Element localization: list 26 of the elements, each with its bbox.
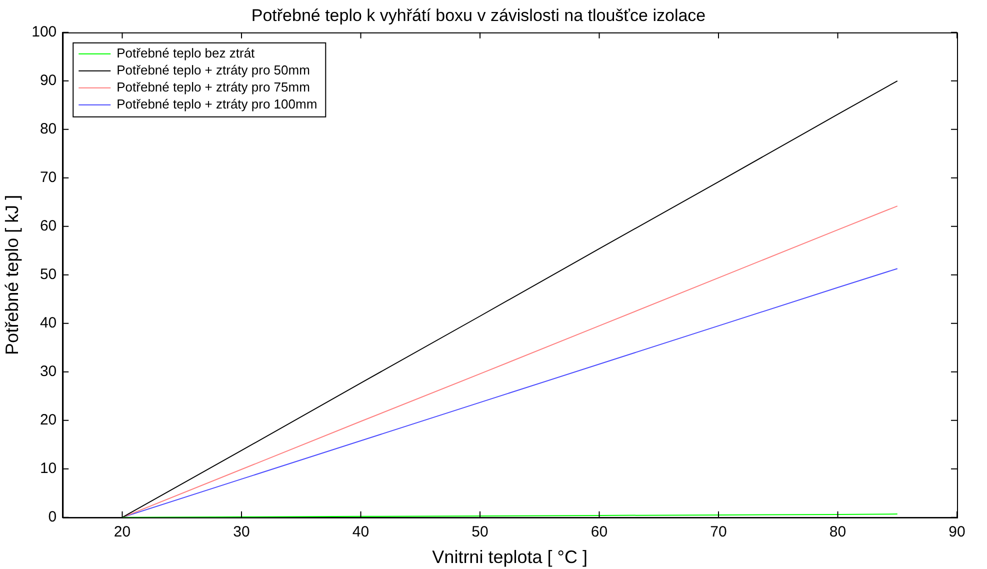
y-tick-label: 50	[40, 266, 57, 284]
y-tick-label: 60	[40, 218, 57, 235]
x-tick-label: 20	[114, 524, 131, 541]
legend-label: Potřebné teplo bez ztrát	[116, 45, 256, 60]
y-axis-title: Potřebné teplo [ kJ ]	[2, 194, 22, 355]
x-tick-label: 50	[472, 524, 488, 541]
y-tick-label: 30	[40, 363, 57, 380]
y-tick-label: 90	[40, 72, 57, 90]
y-tick-label: 70	[40, 169, 57, 186]
x-tick-label: 90	[948, 524, 966, 541]
y-tick-label: 10	[40, 460, 57, 478]
x-axis-title: Vnitrni teplota [ °C ]	[432, 547, 588, 568]
x-tick-label: 30	[233, 524, 250, 541]
x-tick-label: 80	[829, 524, 846, 541]
x-tick-label: 60	[590, 524, 608, 541]
legend-label: Potřebné teplo + ztráty pro 50mm	[116, 62, 310, 78]
y-tick-label: 0	[48, 508, 57, 526]
legend-label: Potřebné teplo + ztráty pro 75mm	[116, 79, 310, 94]
chart-title: Potřebné teplo k vyhřátí boxu v závislosti na tloušťce izolace	[251, 6, 706, 25]
x-tick-label: 70	[710, 524, 727, 541]
y-tick-label: 100	[32, 24, 57, 41]
x-tick-label: 40	[352, 524, 370, 541]
y-tick-label: 40	[40, 314, 57, 332]
y-tick-label: 80	[40, 120, 57, 138]
y-tick-label: 20	[40, 412, 57, 429]
legend-label: Potřebné teplo + ztráty pro 100mm	[116, 96, 318, 112]
